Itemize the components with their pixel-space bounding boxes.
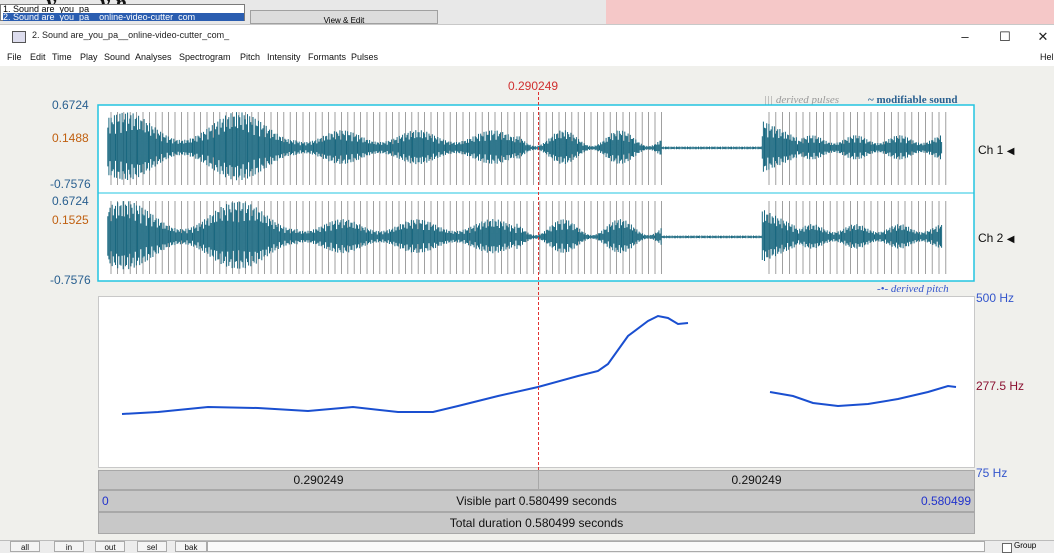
- cursor-time: 0.290249: [508, 79, 559, 93]
- window-icon: [12, 31, 26, 43]
- cursor-line: [538, 92, 539, 470]
- menu-pulses[interactable]: Pulses: [351, 52, 379, 62]
- ch1-max-label: 0.6724: [52, 98, 89, 112]
- pitch-mid-label: 277.5 Hz: [976, 379, 1025, 393]
- menu-file[interactable]: File: [7, 52, 22, 62]
- legend-derived-pulses: ||| derived pulses: [764, 94, 840, 106]
- menu-sound[interactable]: Sound: [104, 52, 131, 62]
- menu-time[interactable]: Time: [52, 52, 72, 62]
- legend-modifiable-sound: ~ modifiable sound: [868, 94, 958, 106]
- sound-waveform[interactable]: [97, 104, 975, 282]
- legend-derived-pitch: -•- derived pitch: [877, 283, 949, 295]
- speaker-icon[interactable]: ◀: [1006, 234, 1015, 245]
- menu-analyses[interactable]: Analyses: [135, 52, 172, 62]
- view-edit-button[interactable]: View & Edit: [250, 10, 438, 24]
- visible-start: 0: [102, 494, 109, 508]
- menu-intensity[interactable]: Intensity: [267, 52, 301, 62]
- group-label: Group: [1014, 541, 1037, 550]
- menu-spectrogram[interactable]: Spectrogram: [179, 52, 231, 62]
- pitch-top-label: 500 Hz: [976, 291, 1015, 305]
- sel-button[interactable]: sel: [137, 541, 167, 552]
- window-titlebar: 2. Sound are_you_pa__online-video-cutter…: [0, 24, 1054, 49]
- background-panel: [606, 0, 1054, 24]
- menu-bar: File Edit Time Play Sound Analyses Spect…: [0, 48, 1054, 66]
- list-item[interactable]: 1. Sound are_you_pa: [3, 5, 90, 13]
- pitch-contour: [121, 314, 957, 415]
- speaker-icon[interactable]: ◀: [1006, 146, 1015, 157]
- ch2-value-label: 0.1525: [52, 213, 89, 227]
- menu-formants[interactable]: Formants: [308, 52, 347, 62]
- list-item[interactable]: 2. Sound are_you_pa__online-video-cutter…: [3, 13, 244, 21]
- selection-bar-right[interactable]: 0.290249: [538, 470, 975, 490]
- ch2-min-label: -0.7576: [50, 273, 91, 287]
- horizontal-scrollbar[interactable]: [207, 541, 985, 552]
- minimize-button[interactable]: –: [961, 29, 969, 44]
- menu-play[interactable]: Play: [80, 52, 98, 62]
- window-title: 2. Sound are_you_pa__online-video-cutter…: [32, 30, 230, 40]
- pitch-panel[interactable]: [98, 296, 975, 468]
- ch2-label[interactable]: Ch 2 ◀: [978, 231, 1015, 245]
- maximize-button[interactable]: ☐: [999, 29, 1011, 44]
- pitch-bottom-label: 75 Hz: [976, 466, 1008, 480]
- ch1-label[interactable]: Ch 1 ◀: [978, 143, 1015, 157]
- menu-pitch[interactable]: Pitch: [240, 52, 261, 62]
- in-button[interactable]: in: [54, 541, 84, 552]
- visible-part-label: Visible part 0.580499 seconds: [456, 494, 617, 508]
- total-duration-bar[interactable]: Total duration 0.580499 seconds: [98, 512, 975, 534]
- all-button[interactable]: all: [10, 541, 40, 552]
- visible-end: 0.580499: [920, 494, 971, 508]
- ch1-value-label: 0.1488: [52, 131, 89, 145]
- close-button[interactable]: ✕: [1037, 29, 1049, 44]
- background-object-list[interactable]: 1. Sound are_you_pa 2. Sound are_you_pa_…: [0, 4, 245, 21]
- ch1-min-label: -0.7576: [50, 177, 91, 191]
- ch2-max-label: 0.6724: [52, 194, 89, 208]
- selection-bar-left[interactable]: 0.290249: [98, 470, 539, 490]
- menu-help[interactable]: Help: [1040, 52, 1054, 62]
- bak-button[interactable]: bak: [175, 541, 207, 552]
- out-button[interactable]: out: [95, 541, 125, 552]
- menu-edit[interactable]: Edit: [30, 52, 46, 62]
- visible-part-bar[interactable]: 0 Visible part 0.580499 seconds 0.580499: [98, 490, 975, 512]
